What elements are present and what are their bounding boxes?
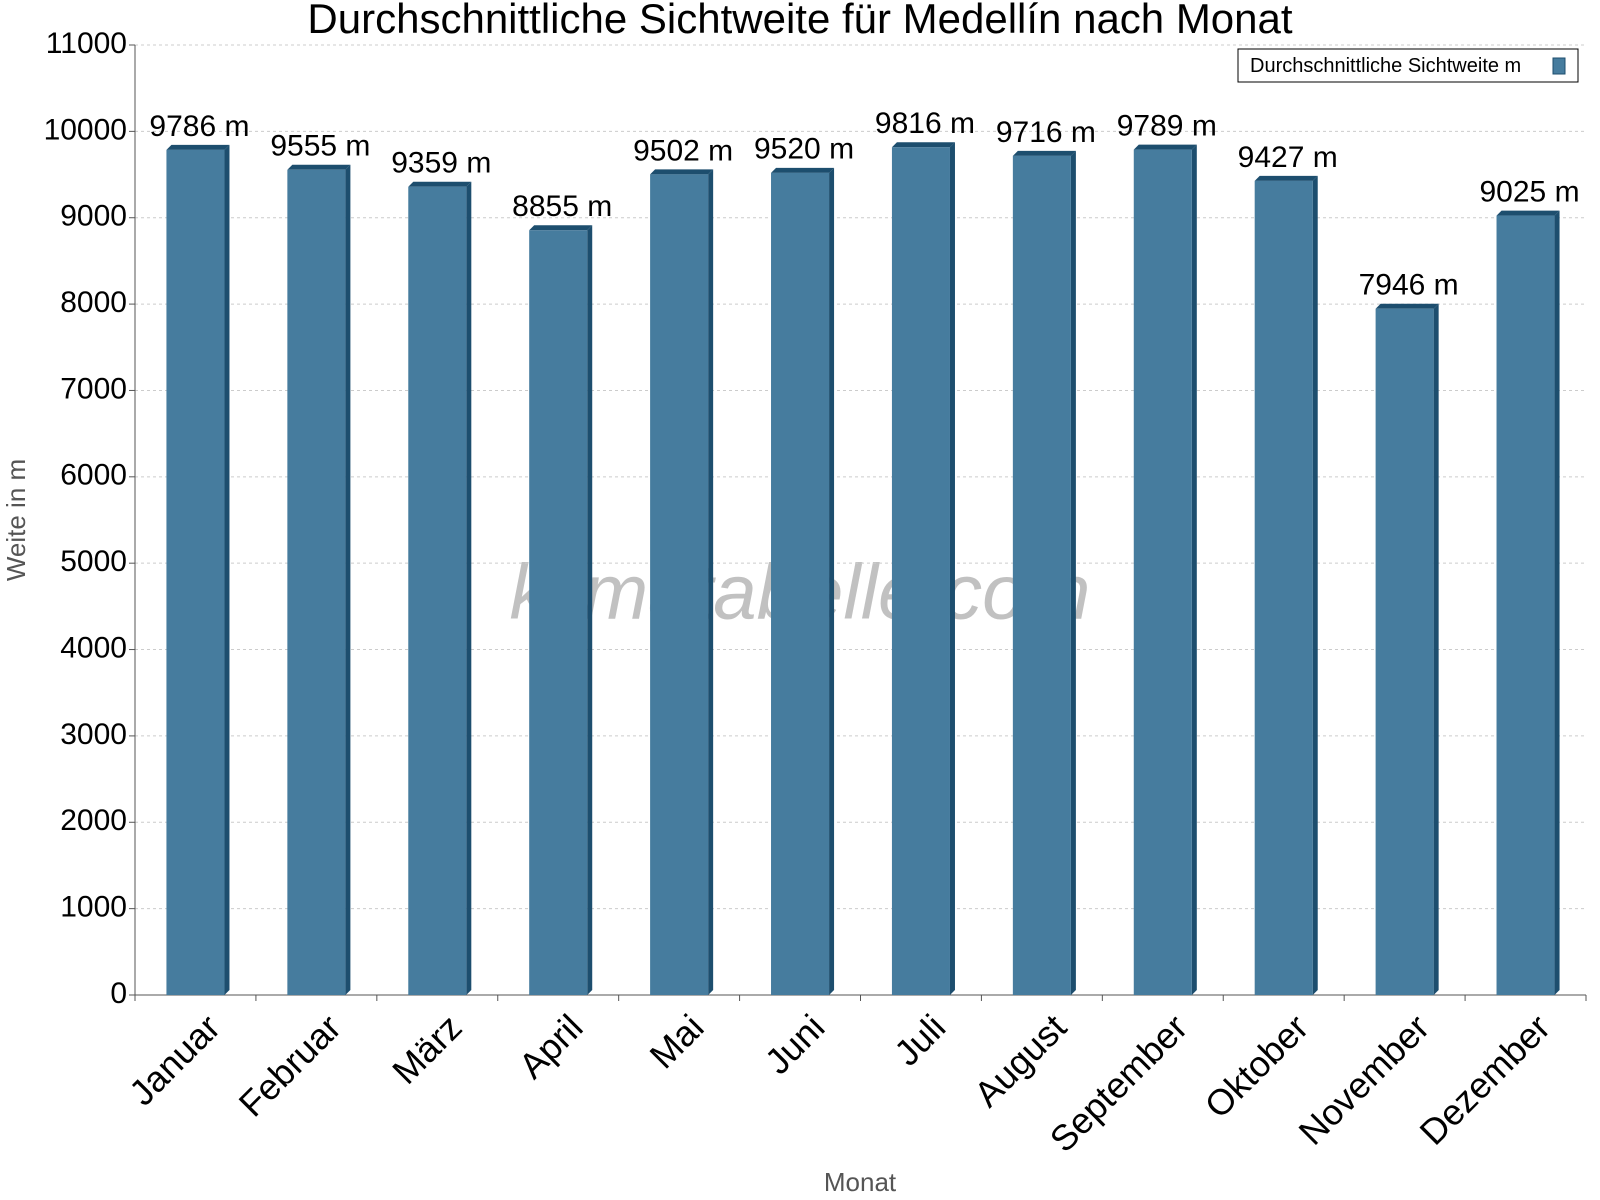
value-label: 9359 m <box>391 147 491 180</box>
bar-side <box>1191 144 1197 995</box>
bar <box>529 230 588 995</box>
bar <box>166 149 225 995</box>
bar <box>1375 308 1434 996</box>
bar <box>650 174 709 995</box>
value-label: 8855 m <box>512 190 612 223</box>
bar-top <box>650 169 714 175</box>
value-label: 9555 m <box>270 130 370 163</box>
bar-side <box>1554 210 1560 995</box>
bar-side <box>829 167 835 995</box>
bar-top <box>1133 144 1197 150</box>
value-label: 9716 m <box>996 116 1096 149</box>
y-tick-label: 11000 <box>46 27 127 60</box>
value-label: 7946 m <box>1359 269 1459 302</box>
bar <box>408 186 467 996</box>
bar-top <box>1012 150 1076 156</box>
bar-side <box>708 169 714 995</box>
bar-side <box>224 144 230 995</box>
y-tick-label: 1000 <box>60 891 127 924</box>
y-tick-label: 8000 <box>60 286 127 319</box>
value-label: 9789 m <box>1117 110 1217 143</box>
y-tick-label: 0 <box>110 977 127 1010</box>
bar-top <box>1254 175 1318 181</box>
value-label: 9427 m <box>1238 141 1338 174</box>
bar <box>1012 155 1071 995</box>
y-tick-label: 6000 <box>60 459 127 492</box>
bar-top <box>1375 303 1439 309</box>
bar-top <box>891 142 955 148</box>
bar-side <box>1070 150 1076 995</box>
legend-swatch <box>1552 57 1566 75</box>
bar <box>1254 180 1313 996</box>
bar-side <box>1433 303 1439 996</box>
y-tick-label: 2000 <box>60 804 127 837</box>
bar <box>1133 149 1192 995</box>
y-tick-label: 10000 <box>44 113 127 146</box>
chart-title: Durchschnittliche Sichtweite für Medellí… <box>307 0 1292 42</box>
value-label: 9520 m <box>754 133 854 166</box>
bar-top <box>771 167 835 173</box>
bar-top <box>1496 210 1560 216</box>
bar-side <box>466 181 472 996</box>
legend <box>1237 48 1579 83</box>
bar <box>891 147 950 996</box>
bar-side <box>1312 175 1318 996</box>
value-label: 9816 m <box>875 107 975 140</box>
bar <box>771 172 830 995</box>
bar <box>287 169 346 995</box>
legend-label: Durchschnittliche Sichtweite m <box>1250 55 1521 77</box>
value-label: 9025 m <box>1480 175 1580 208</box>
bar-top <box>166 144 230 150</box>
bar-top <box>287 164 351 170</box>
bar-side <box>587 225 593 995</box>
y-tick-label: 5000 <box>60 545 127 578</box>
bar-top <box>408 181 472 187</box>
x-axis-label: Monat <box>824 1167 897 1197</box>
y-tick-label: 3000 <box>60 718 127 751</box>
y-axis-label: Weite in m <box>1 459 31 581</box>
bar-side <box>949 142 955 996</box>
y-tick-label: 7000 <box>60 372 127 405</box>
value-label: 9786 m <box>149 110 249 143</box>
y-tick-label: 4000 <box>60 631 127 664</box>
bar <box>1496 215 1555 995</box>
bar-side <box>345 164 351 995</box>
value-label: 9502 m <box>633 134 733 167</box>
bar-top <box>529 225 593 231</box>
y-tick-label: 9000 <box>60 200 127 233</box>
